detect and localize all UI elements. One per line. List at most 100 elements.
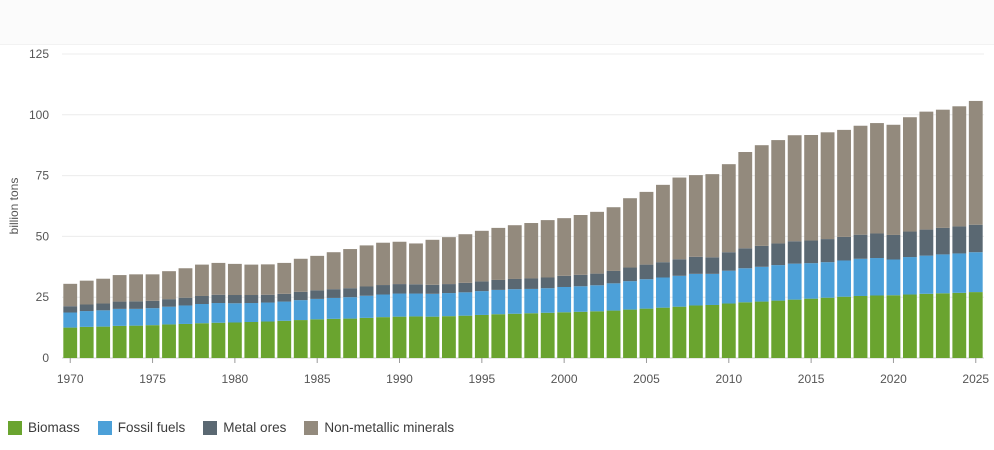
bar-segment-biomass — [672, 306, 687, 358]
bar-segment-biomass — [343, 318, 358, 358]
bar-segment-non-metallic-minerals — [227, 263, 242, 296]
bar-segment-metal-ores — [260, 294, 275, 303]
bar-segment-biomass — [705, 304, 720, 358]
bar-segment-non-metallic-minerals — [277, 262, 292, 294]
bar-segment-biomass — [870, 295, 884, 358]
bar-segment-non-metallic-minerals — [211, 262, 226, 295]
bar-segment-biomass — [409, 316, 423, 358]
bar-segment-biomass — [886, 295, 901, 358]
bar-segment-non-metallic-minerals — [886, 124, 901, 235]
bar-segment-metal-ores — [458, 282, 473, 293]
bar-segment-biomass — [623, 309, 637, 358]
x-tick-label: 2000 — [551, 372, 578, 386]
bar-segment-metal-ores — [754, 245, 769, 267]
x-tick-label: 1990 — [386, 372, 413, 386]
bar-segment-fossil-fuels — [919, 255, 934, 294]
bar-segment-fossil-fuels — [277, 301, 292, 321]
x-tick-label: 1970 — [57, 372, 84, 386]
stacked-bar-chart: 0 25 50 75 100 125 1970 1975 1980 1985 1990 1995 20… — [7, 47, 989, 386]
x-tick-label: 2010 — [715, 372, 742, 386]
bar-segment-biomass — [359, 317, 374, 358]
bar-segment-metal-ores — [442, 284, 456, 294]
bar-segment-biomass — [606, 310, 621, 358]
bar-segment-metal-ores — [623, 267, 637, 282]
bar-segment-non-metallic-minerals — [376, 242, 390, 286]
bar-segment-non-metallic-minerals — [557, 218, 572, 276]
bar-segment-biomass — [771, 300, 786, 358]
bar-segment-biomass — [557, 312, 572, 358]
bar-segment-non-metallic-minerals — [326, 252, 341, 290]
bar-segment-non-metallic-minerals — [787, 135, 802, 242]
bar-segment-biomass — [573, 311, 588, 358]
bar-segment-non-metallic-minerals — [639, 191, 654, 265]
bar-segment-fossil-fuels — [886, 259, 901, 296]
bar-segment-fossil-fuels — [425, 293, 440, 317]
swatch-biomass — [8, 420, 22, 435]
bar-segment-biomass — [507, 313, 522, 358]
bar-segment-metal-ores — [96, 303, 111, 311]
bar-segment-non-metallic-minerals — [524, 223, 539, 279]
bar-segment-fossil-fuels — [112, 308, 127, 326]
bar-segment-fossil-fuels — [771, 265, 786, 301]
bar-segment-non-metallic-minerals — [738, 152, 753, 249]
bar-segment-metal-ores — [688, 256, 703, 274]
bar-segment-non-metallic-minerals — [310, 255, 325, 291]
bar-segment-fossil-fuels — [442, 293, 456, 317]
bar-segment-metal-ores — [952, 226, 967, 254]
bar-segment-biomass — [376, 317, 390, 358]
bar-segment-metal-ores — [409, 284, 423, 294]
bar-segment-metal-ores — [590, 273, 604, 286]
bar-segment-biomass — [211, 322, 226, 358]
header-strip — [0, 0, 994, 45]
bar-segment-biomass — [178, 323, 193, 358]
bar-segment-non-metallic-minerals — [870, 123, 884, 234]
legend-label: Non-metallic minerals — [324, 420, 455, 435]
legend-item-biomass[interactable]: Biomass — [8, 420, 80, 435]
bar-segment-fossil-fuels — [260, 302, 275, 322]
bar-segment-biomass — [260, 321, 275, 358]
bar-segment-non-metallic-minerals — [96, 278, 111, 304]
bar-segment-biomass — [79, 326, 94, 358]
bar-segment-fossil-fuels — [359, 295, 374, 318]
bar-segment-metal-ores — [178, 297, 193, 306]
bar-segment-non-metallic-minerals — [935, 109, 950, 228]
bar-segment-metal-ores — [886, 234, 901, 260]
x-tick-label: 2025 — [962, 372, 989, 386]
bar-segment-non-metallic-minerals — [540, 220, 555, 278]
bar-segment-fossil-fuels — [326, 297, 341, 319]
bar-segment-fossil-fuels — [145, 308, 160, 326]
bar-segment-fossil-fuels — [656, 277, 670, 308]
bar-segment-fossil-fuels — [195, 304, 209, 324]
x-tick-label: 1980 — [222, 372, 249, 386]
bar-segment-metal-ores — [524, 278, 539, 289]
bar-segment-fossil-fuels — [853, 258, 868, 296]
bar-segment-biomass — [968, 292, 983, 358]
bar-segment-fossil-fuels — [458, 292, 473, 316]
bar-segment-fossil-fuels — [623, 281, 637, 310]
bar-segment-biomass — [145, 325, 160, 358]
bars — [63, 100, 983, 358]
bar-segment-fossil-fuels — [721, 270, 736, 304]
bar-segment-metal-ores — [359, 286, 374, 296]
bar-segment-biomass — [474, 314, 489, 358]
legend-label: Fossil fuels — [117, 420, 186, 435]
bar-segment-biomass — [688, 305, 703, 358]
bar-segment-non-metallic-minerals — [573, 215, 588, 275]
bar-segment-non-metallic-minerals — [705, 174, 720, 258]
bar-segment-biomass — [244, 322, 259, 358]
legend-item-metal-ores[interactable]: Metal ores — [203, 420, 286, 435]
legend-item-non-metallic-minerals[interactable]: Non-metallic minerals — [304, 420, 454, 435]
bar-segment-fossil-fuels — [639, 279, 654, 309]
x-tick-label: 1975 — [139, 372, 166, 386]
bar-segment-fossil-fuels — [557, 286, 572, 313]
bar-segment-biomass — [837, 296, 851, 358]
swatch-metal-ores — [203, 420, 218, 435]
bar-segment-fossil-fuels — [524, 288, 539, 314]
legend: Biomass Fossil fuels Metal ores Non-meta… — [8, 420, 472, 435]
bar-segment-fossil-fuels — [211, 303, 226, 323]
legend-item-fossil-fuels[interactable]: Fossil fuels — [97, 420, 186, 435]
bar-segment-metal-ores — [721, 252, 736, 271]
bar-segment-biomass — [853, 295, 868, 358]
bar-segment-fossil-fuels — [903, 257, 917, 295]
bar-segment-biomass — [820, 297, 835, 358]
